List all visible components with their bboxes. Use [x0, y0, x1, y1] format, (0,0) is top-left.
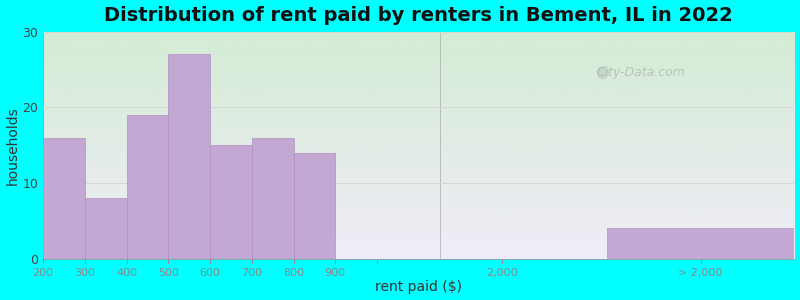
- Bar: [252, 138, 294, 259]
- Bar: [85, 198, 126, 259]
- Bar: [43, 138, 85, 259]
- Bar: [168, 54, 210, 259]
- Text: City-Data.com: City-Data.com: [596, 66, 685, 79]
- Bar: [210, 145, 252, 259]
- X-axis label: rent paid ($): rent paid ($): [375, 280, 462, 294]
- Y-axis label: households: households: [6, 106, 19, 184]
- Bar: [606, 228, 794, 259]
- Text: ⬤: ⬤: [596, 66, 610, 79]
- Title: Distribution of rent paid by renters in Bement, IL in 2022: Distribution of rent paid by renters in …: [104, 6, 733, 25]
- Bar: [126, 115, 168, 259]
- Bar: [294, 153, 335, 259]
